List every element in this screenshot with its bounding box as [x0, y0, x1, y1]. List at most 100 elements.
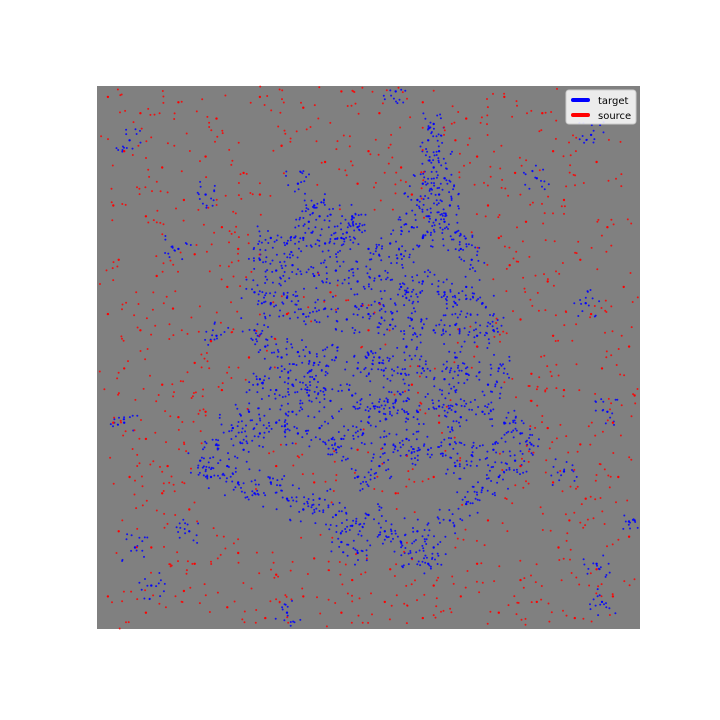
target-point [373, 477, 376, 480]
target-point [460, 310, 463, 313]
target-point [456, 221, 459, 224]
source-point [463, 164, 465, 167]
source-point [420, 171, 423, 174]
target-point [432, 166, 435, 169]
target-point [275, 421, 278, 424]
target-point [297, 247, 300, 250]
target-point [334, 269, 337, 272]
target-point [592, 598, 595, 601]
source-point [377, 153, 380, 156]
source-point [345, 299, 348, 302]
source-point [150, 136, 153, 139]
source-point [626, 218, 629, 221]
source-point [185, 132, 188, 135]
source-point [519, 464, 522, 468]
target-point [358, 530, 361, 533]
target-point [494, 385, 497, 388]
source-point [541, 112, 544, 115]
target-point [476, 493, 479, 496]
source-point [611, 543, 614, 546]
target-point [448, 519, 452, 522]
source-point [263, 104, 266, 106]
target-point [322, 261, 325, 264]
target-point [463, 467, 466, 470]
target-point [123, 418, 126, 421]
target-point [404, 372, 407, 375]
source-point [500, 186, 503, 189]
target-point [424, 234, 427, 237]
source-point [155, 255, 158, 258]
target-point [440, 563, 443, 566]
target-point [262, 492, 265, 494]
source-point [550, 611, 553, 614]
source-point [501, 522, 504, 525]
target-point [306, 502, 309, 505]
source-point [369, 153, 372, 156]
target-point [486, 489, 489, 492]
target-point [261, 291, 264, 294]
target-point [322, 390, 325, 393]
target-point [446, 295, 449, 298]
target-point [304, 388, 307, 391]
target-point [608, 607, 611, 610]
target-point [363, 476, 366, 479]
source-point [504, 187, 507, 190]
series-target-points [109, 88, 639, 627]
target-point [430, 192, 433, 195]
target-point [363, 287, 366, 290]
target-point [529, 441, 531, 444]
target-point [310, 439, 313, 441]
target-point [295, 496, 298, 499]
target-point [306, 386, 309, 389]
target-point [497, 370, 500, 373]
source-point [157, 394, 160, 396]
source-point [503, 95, 506, 99]
target-point [288, 277, 291, 280]
target-point [391, 368, 393, 371]
target-point [143, 555, 145, 558]
target-point [291, 484, 294, 487]
source-point [498, 452, 501, 455]
target-point [338, 410, 340, 413]
source-point [609, 475, 612, 478]
target-point [444, 397, 447, 400]
target-point [318, 361, 321, 364]
target-point [428, 189, 431, 192]
source-point [243, 621, 246, 624]
target-point [445, 302, 448, 305]
source-point [418, 375, 421, 378]
target-point [307, 362, 310, 365]
source-point [406, 97, 408, 100]
target-point [365, 265, 368, 268]
target-point [128, 416, 131, 419]
source-point [552, 284, 555, 287]
target-point [356, 293, 359, 296]
target-point [523, 460, 526, 463]
target-point [401, 544, 404, 547]
target-point [396, 372, 399, 375]
target-point [336, 346, 339, 349]
target-point [404, 359, 406, 361]
source-point [344, 563, 347, 566]
source-point [124, 109, 127, 112]
target-point [264, 270, 267, 273]
target-point [466, 312, 469, 315]
target-point [500, 324, 503, 327]
source-point [610, 244, 613, 247]
target-point [418, 549, 421, 552]
target-point [444, 414, 446, 417]
target-point [430, 132, 433, 135]
target-point [403, 255, 405, 258]
target-point [483, 261, 486, 264]
target-point [403, 304, 406, 307]
source-point [196, 520, 199, 523]
source-point [565, 185, 568, 188]
target-point [328, 208, 331, 211]
target-point [451, 313, 454, 316]
target-point [440, 200, 443, 203]
target-point [198, 198, 201, 200]
source-point [348, 135, 351, 138]
source-point [230, 377, 233, 379]
source-point [568, 519, 571, 522]
source-point [529, 298, 532, 301]
